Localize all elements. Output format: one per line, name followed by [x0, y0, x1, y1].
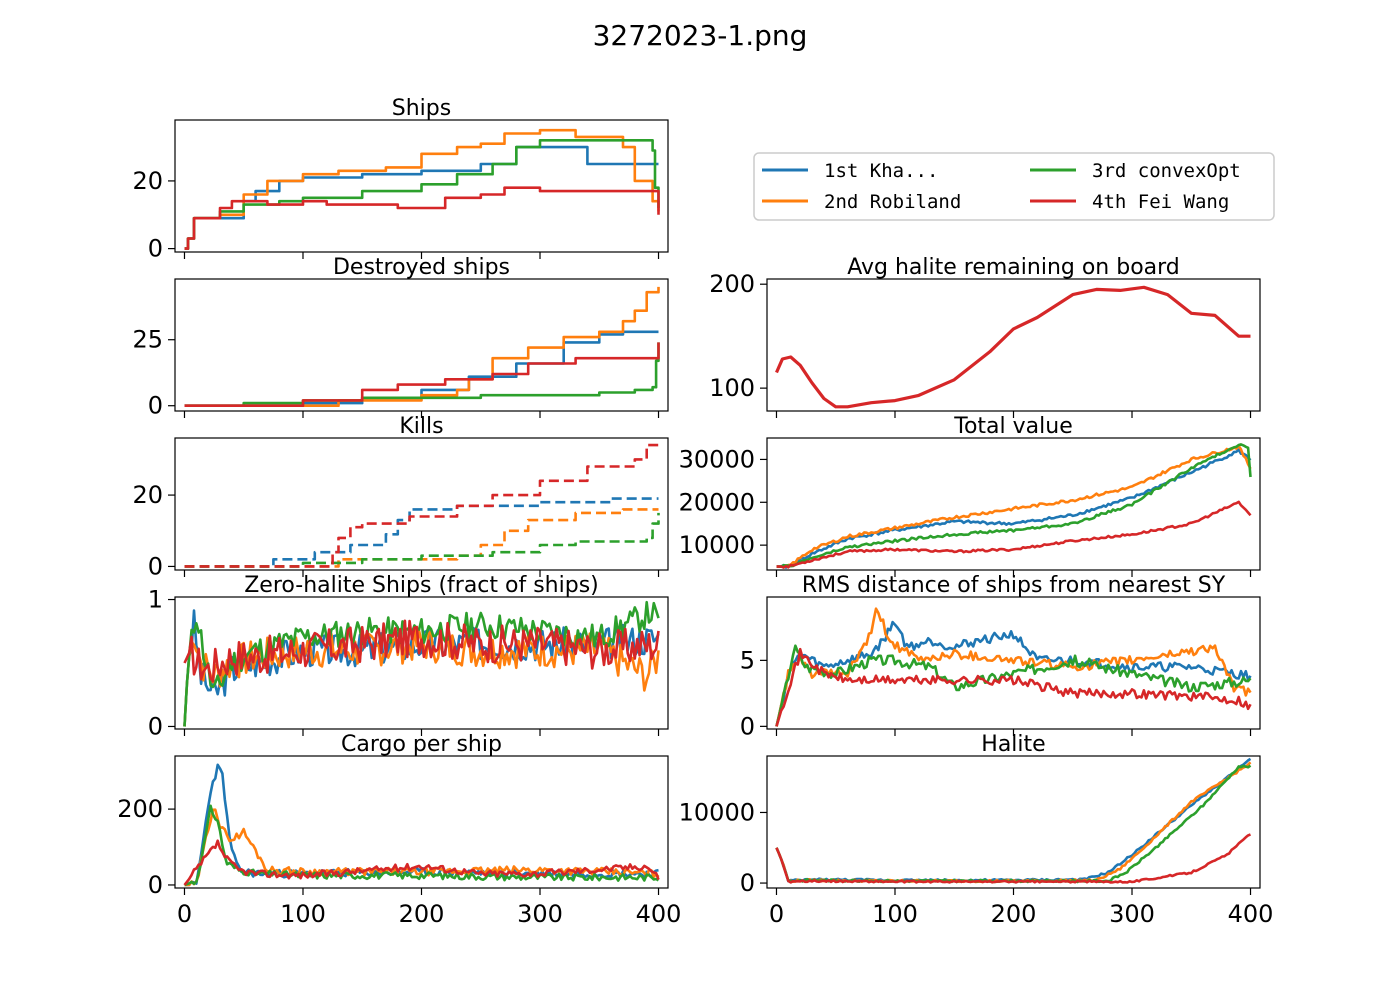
- destroyed-ytick-label: 25: [132, 326, 163, 354]
- ships-series-4-line: [184, 186, 660, 250]
- total-value-series-3-line: [776, 443, 1252, 568]
- total-value-subplot: 10000 20000 30000 Total value: [679, 414, 1261, 577]
- avg-halite-ytick-label: 100: [709, 374, 755, 402]
- ships-title: Ships: [392, 96, 451, 121]
- zero-halite-ytick-label: 1: [148, 586, 163, 614]
- cargo-ytick-label: 0: [148, 871, 163, 899]
- halite-xtick-label: 0: [769, 900, 784, 928]
- rms-distance-series-1-line: [775, 620, 1252, 727]
- total-value-series-group: [776, 443, 1252, 569]
- total-value-ytick-label: 30000: [679, 445, 755, 473]
- subplots: 0 20 Ships 0 25 Destroyed ships 0 20 Kills 0 1 Zero…: [117, 96, 1273, 928]
- destroyed-ytick-label: 0: [148, 392, 163, 420]
- zero-halite-subplot: 0 1 Zero-halite Ships (fract of ships): [148, 573, 669, 740]
- legend-label-3: 3rd convexOpt: [1092, 160, 1241, 182]
- cargo-xtick-label: 100: [280, 900, 326, 928]
- cargo-ytick-label: 200: [117, 795, 163, 823]
- rms-distance-series-2-line: [775, 607, 1252, 727]
- ships-ytick-label: 20: [132, 167, 163, 195]
- avg-halite-series-1-line: [775, 285, 1251, 409]
- avg-halite-title: Avg halite remaining on board: [847, 255, 1180, 280]
- destroyed-title: Destroyed ships: [333, 255, 510, 280]
- cargo-xtick-label: 200: [399, 900, 445, 928]
- kills-subplot: 0 20 Kills: [132, 414, 669, 580]
- zero-halite-ytick-label: 0: [148, 712, 163, 740]
- total-value-title: Total value: [953, 414, 1072, 439]
- rms-distance-ytick-label: 0: [740, 712, 755, 740]
- cargo-xtick-label: 400: [636, 900, 682, 928]
- cargo-series-group: [183, 763, 660, 887]
- destroyed-subplot: 0 25 Destroyed ships: [132, 255, 669, 420]
- kills-series-group: [184, 443, 660, 568]
- cargo-title: Cargo per ship: [341, 732, 502, 757]
- legend-label-4: 4th Fei Wang: [1092, 191, 1229, 213]
- destroyed-series-2-line: [184, 286, 660, 407]
- rms-distance-series-4-line: [775, 647, 1252, 727]
- legend-label-1: 1st Kha...: [824, 160, 938, 182]
- kills-series-4-line: [184, 443, 659, 568]
- rms-distance-series-group: [775, 607, 1252, 727]
- total-value-ytick-label: 20000: [679, 488, 755, 516]
- cargo-xtick-label: 300: [517, 900, 563, 928]
- total-value-series-2-line: [776, 444, 1252, 568]
- kills-series-3-line: [184, 512, 660, 568]
- halite-ytick-label: 0: [740, 869, 755, 897]
- total-value-series-4-line: [776, 500, 1252, 569]
- kills-ytick-label: 0: [148, 552, 163, 580]
- ships-subplot: 0 20 Ships: [132, 96, 669, 263]
- legend: 1st Kha... 2nd Robiland 3rd convexOpt 4th F…: [753, 152, 1275, 221]
- zero-halite-title: Zero-halite Ships (fract of ships): [244, 573, 599, 598]
- cargo-series-4-line: [183, 839, 660, 886]
- rms-distance-ytick-label: 5: [740, 646, 755, 674]
- rms-distance-series-3-line: [775, 644, 1252, 727]
- cargo-series-3-line: [184, 804, 660, 887]
- halite-xtick-label: 300: [1109, 900, 1155, 928]
- destroyed-series-4-line: [184, 342, 660, 407]
- ships-series-group: [184, 128, 660, 250]
- halite-xtick-label: 100: [872, 900, 918, 928]
- avg-halite-series-group: [775, 285, 1251, 409]
- total-value-ytick-label: 10000: [679, 531, 755, 559]
- halite-title: Halite: [981, 732, 1045, 757]
- halite-xtick-label: 200: [991, 900, 1037, 928]
- avg-halite-subplot: 100 200 Avg halite remaining on board: [709, 255, 1261, 418]
- halite-series-group: [775, 757, 1252, 884]
- rms-distance-title: RMS distance of ships from nearest SY: [802, 573, 1226, 598]
- halite-subplot: 0 100 200 300 400 0 10000 Halite: [679, 732, 1274, 928]
- cargo-series-2-line: [184, 808, 660, 887]
- halite-ytick-label: 10000: [679, 798, 755, 826]
- cargo-subplot: 0 100 200 300 400 0 200 Cargo per ship: [117, 732, 681, 928]
- kills-ytick-label: 20: [132, 481, 163, 509]
- figure-title: 3272023-1.png: [593, 19, 808, 52]
- halite-xtick-label: 400: [1228, 900, 1274, 928]
- kills-title: Kills: [399, 414, 443, 439]
- kills-series-1-line: [184, 497, 659, 568]
- zero-halite-series-4-line: [183, 619, 660, 683]
- rms-distance-subplot: 0 5 RMS distance of ships from nearest SY: [740, 573, 1261, 740]
- cargo-xtick-label: 0: [177, 900, 192, 928]
- destroyed-series-group: [184, 286, 660, 407]
- ships-ytick-label: 0: [148, 235, 163, 263]
- legend-frame: [753, 152, 1275, 221]
- avg-halite-ytick-label: 200: [709, 270, 755, 298]
- halite-series-4-line: [775, 833, 1251, 884]
- legend-label-2: 2nd Robiland: [824, 191, 961, 213]
- zero-halite-series-group: [183, 600, 660, 727]
